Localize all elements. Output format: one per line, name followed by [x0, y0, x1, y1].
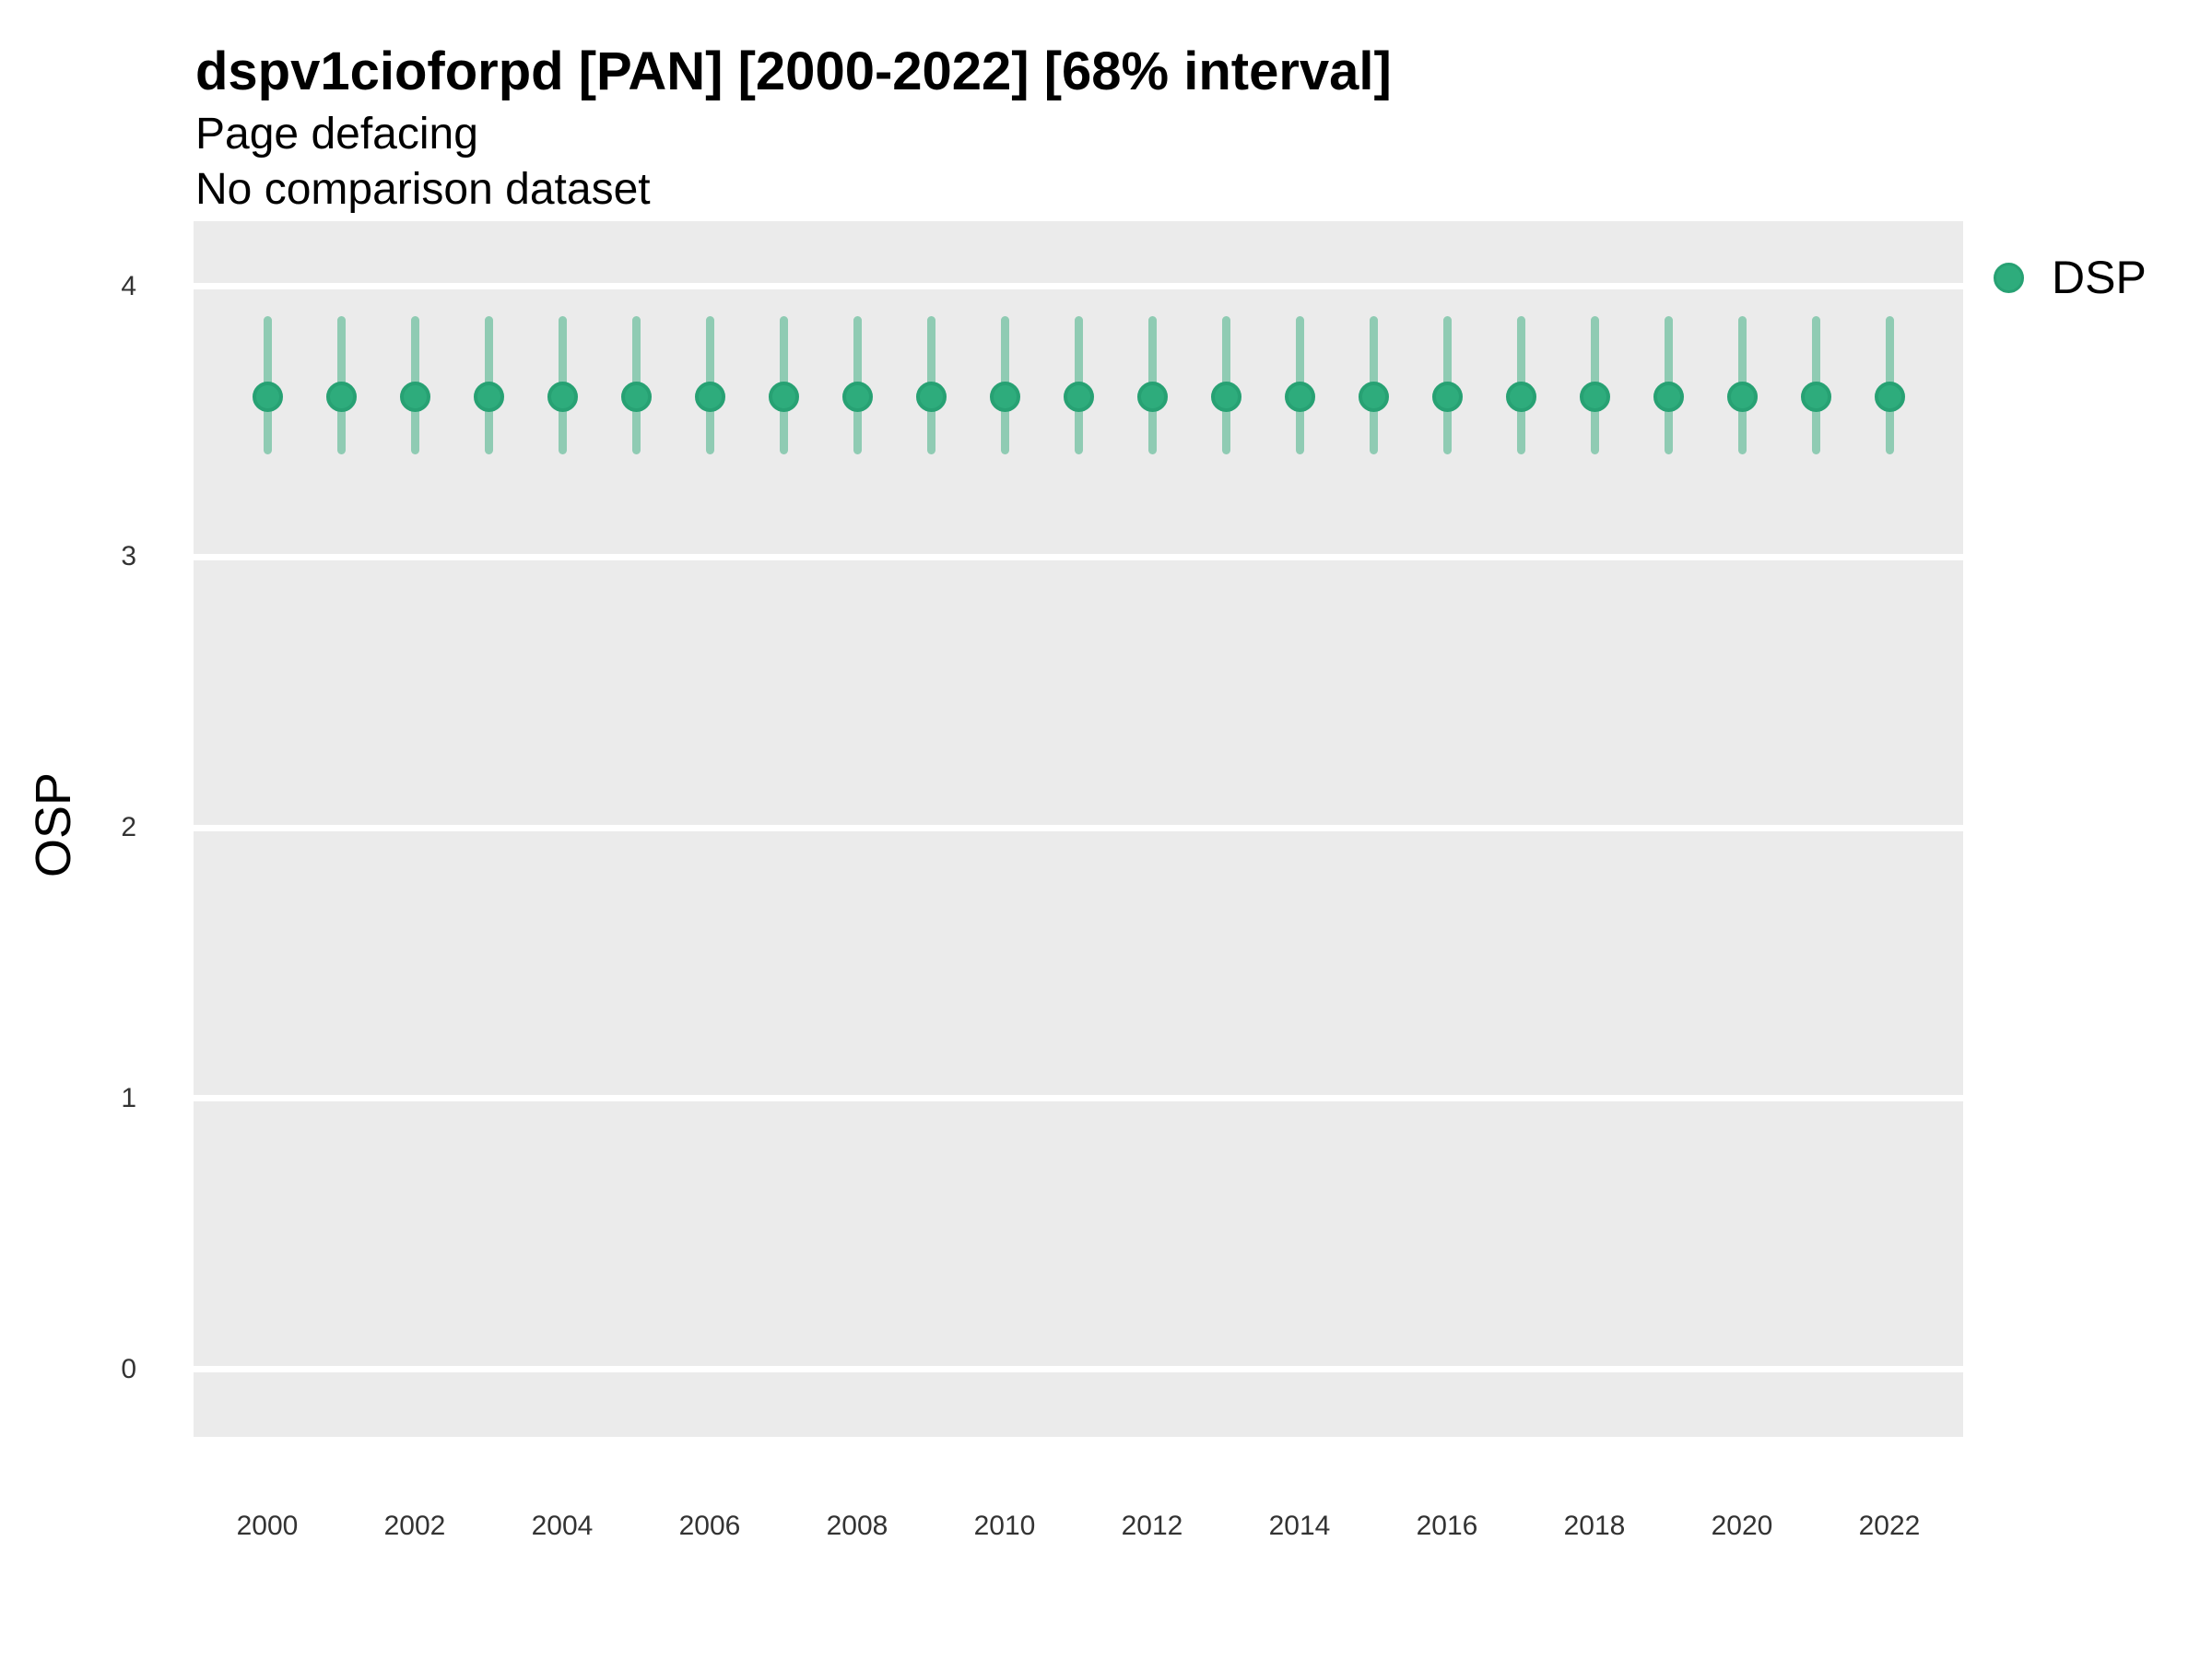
data-point: [1874, 382, 1905, 413]
data-point: [1063, 382, 1094, 413]
legend: DSP: [1994, 251, 2147, 304]
x-tick-label: 2010: [973, 1511, 1036, 1541]
x-tick-label: 2018: [1563, 1511, 1626, 1541]
data-point: [1210, 382, 1241, 413]
data-point: [1284, 382, 1315, 413]
data-point: [841, 382, 873, 413]
chart-subtitle: Page defacing: [195, 110, 478, 159]
y-tick-label: 3: [121, 541, 136, 572]
plot-panel: [194, 221, 1963, 1437]
gridline-y-3: [194, 553, 1963, 560]
y-tick-label: 4: [121, 270, 136, 301]
legend-point-icon: [1994, 262, 2024, 293]
x-tick-label: 2020: [1711, 1511, 1773, 1541]
data-point: [252, 382, 283, 413]
gridline-y-1: [194, 1095, 1963, 1102]
data-point: [1431, 382, 1463, 413]
data-point: [915, 382, 947, 413]
y-axis-ticks: 0 1 2 3 4: [0, 221, 136, 1437]
data-point: [399, 382, 430, 413]
x-tick-label: 2014: [1268, 1511, 1331, 1541]
data-point: [1800, 382, 1831, 413]
legend-label: DSP: [2052, 252, 2147, 303]
chart-note: No comparison dataset: [195, 165, 651, 214]
gridline-y-0: [194, 1366, 1963, 1373]
gridline-y-4: [194, 283, 1963, 289]
data-point: [1136, 382, 1168, 413]
data-point: [547, 382, 578, 413]
x-tick-label: 2016: [1416, 1511, 1478, 1541]
data-point: [473, 382, 504, 413]
x-axis-ticks: 2000 2002 2004 2006 2008 2010 2012 2014 2016 2018…: [194, 1437, 1963, 1584]
x-tick-label: 2002: [383, 1511, 446, 1541]
y-tick-label: 0: [121, 1353, 136, 1384]
x-tick-label: 2022: [1858, 1511, 1921, 1541]
x-tick-label: 2012: [1121, 1511, 1183, 1541]
x-tick-label: 2006: [678, 1511, 741, 1541]
data-point: [620, 382, 652, 413]
x-tick-label: 2004: [531, 1511, 594, 1541]
data-point: [1358, 382, 1389, 413]
y-tick-label: 1: [121, 1082, 136, 1113]
y-tick-label: 2: [121, 812, 136, 843]
data-point: [1653, 382, 1684, 413]
data-point: [694, 382, 725, 413]
chart-title: dspv1cioforpd [PAN] [2000-2022] [68% int…: [195, 41, 1392, 101]
data-point: [325, 382, 357, 413]
data-point: [1726, 382, 1758, 413]
data-point: [989, 382, 1020, 413]
data-point: [768, 382, 799, 413]
gridline-y-2: [194, 824, 1963, 831]
data-point: [1505, 382, 1536, 413]
data-point: [1579, 382, 1610, 413]
x-tick-label: 2008: [826, 1511, 888, 1541]
x-tick-label: 2000: [236, 1511, 299, 1541]
